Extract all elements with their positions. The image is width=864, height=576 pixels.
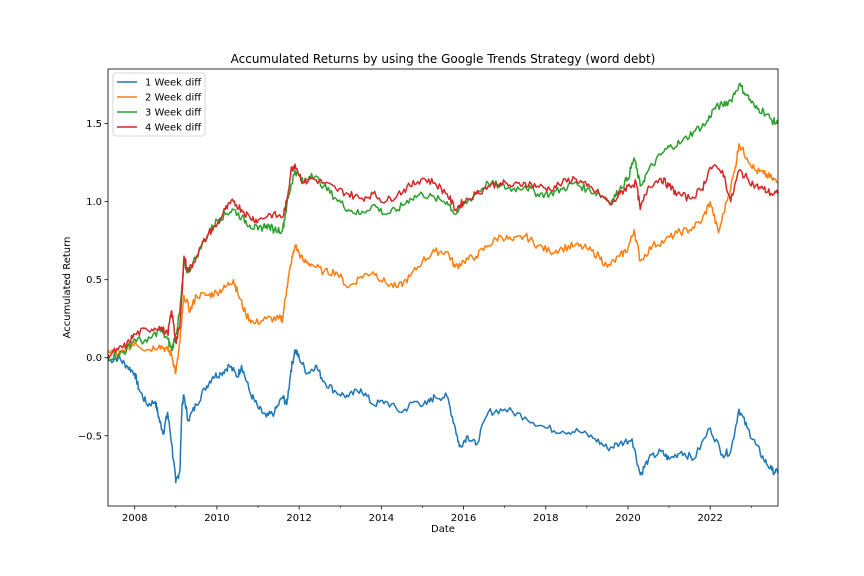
y-tick-label: 1.5 (86, 119, 102, 130)
y-axis-label: Accumulated Return (62, 237, 73, 339)
x-tick-label: 2018 (533, 513, 558, 524)
plot-frame (107, 68, 779, 507)
y-tick-label: 0.0 (86, 353, 102, 364)
x-tick-label: 2012 (286, 513, 311, 524)
legend-label-1: 1 Week diff (145, 78, 202, 89)
chart-title: Accumulated Returns by using the Google … (231, 52, 656, 66)
series-layer (107, 82, 779, 484)
y-tick-label: 1.0 (86, 197, 102, 208)
y-tick-label: −0.5 (78, 431, 102, 442)
plot-area (107, 68, 779, 507)
x-tick-label: 2008 (122, 513, 147, 524)
legend-box (112, 72, 206, 137)
series-line-3 (107, 82, 779, 362)
x-axis: 2008 2010 2012 2014 2016 2018 2020 2022 (122, 506, 752, 524)
y-axis: −0.5 0.0 0.5 1.0 1.5 (78, 119, 108, 442)
x-tick-label: 2010 (204, 513, 229, 524)
x-axis-label: Date (431, 524, 455, 535)
legend-label-3: 3 Week diff (145, 108, 202, 119)
series-line-2 (107, 143, 779, 375)
x-tick-label: 2014 (369, 513, 394, 524)
series-line-1 (107, 349, 779, 484)
x-tick-label: 2020 (615, 513, 640, 524)
series-line-4 (107, 163, 779, 359)
x-tick-label: 2016 (451, 513, 476, 524)
legend: 1 Week diff 2 Week diff 3 Week diff 4 Week … (112, 72, 206, 137)
y-tick-label: 0.5 (86, 275, 102, 286)
x-tick-label: 2022 (697, 513, 722, 524)
legend-label-2: 2 Week diff (145, 93, 202, 104)
legend-label-4: 4 Week diff (145, 123, 202, 134)
